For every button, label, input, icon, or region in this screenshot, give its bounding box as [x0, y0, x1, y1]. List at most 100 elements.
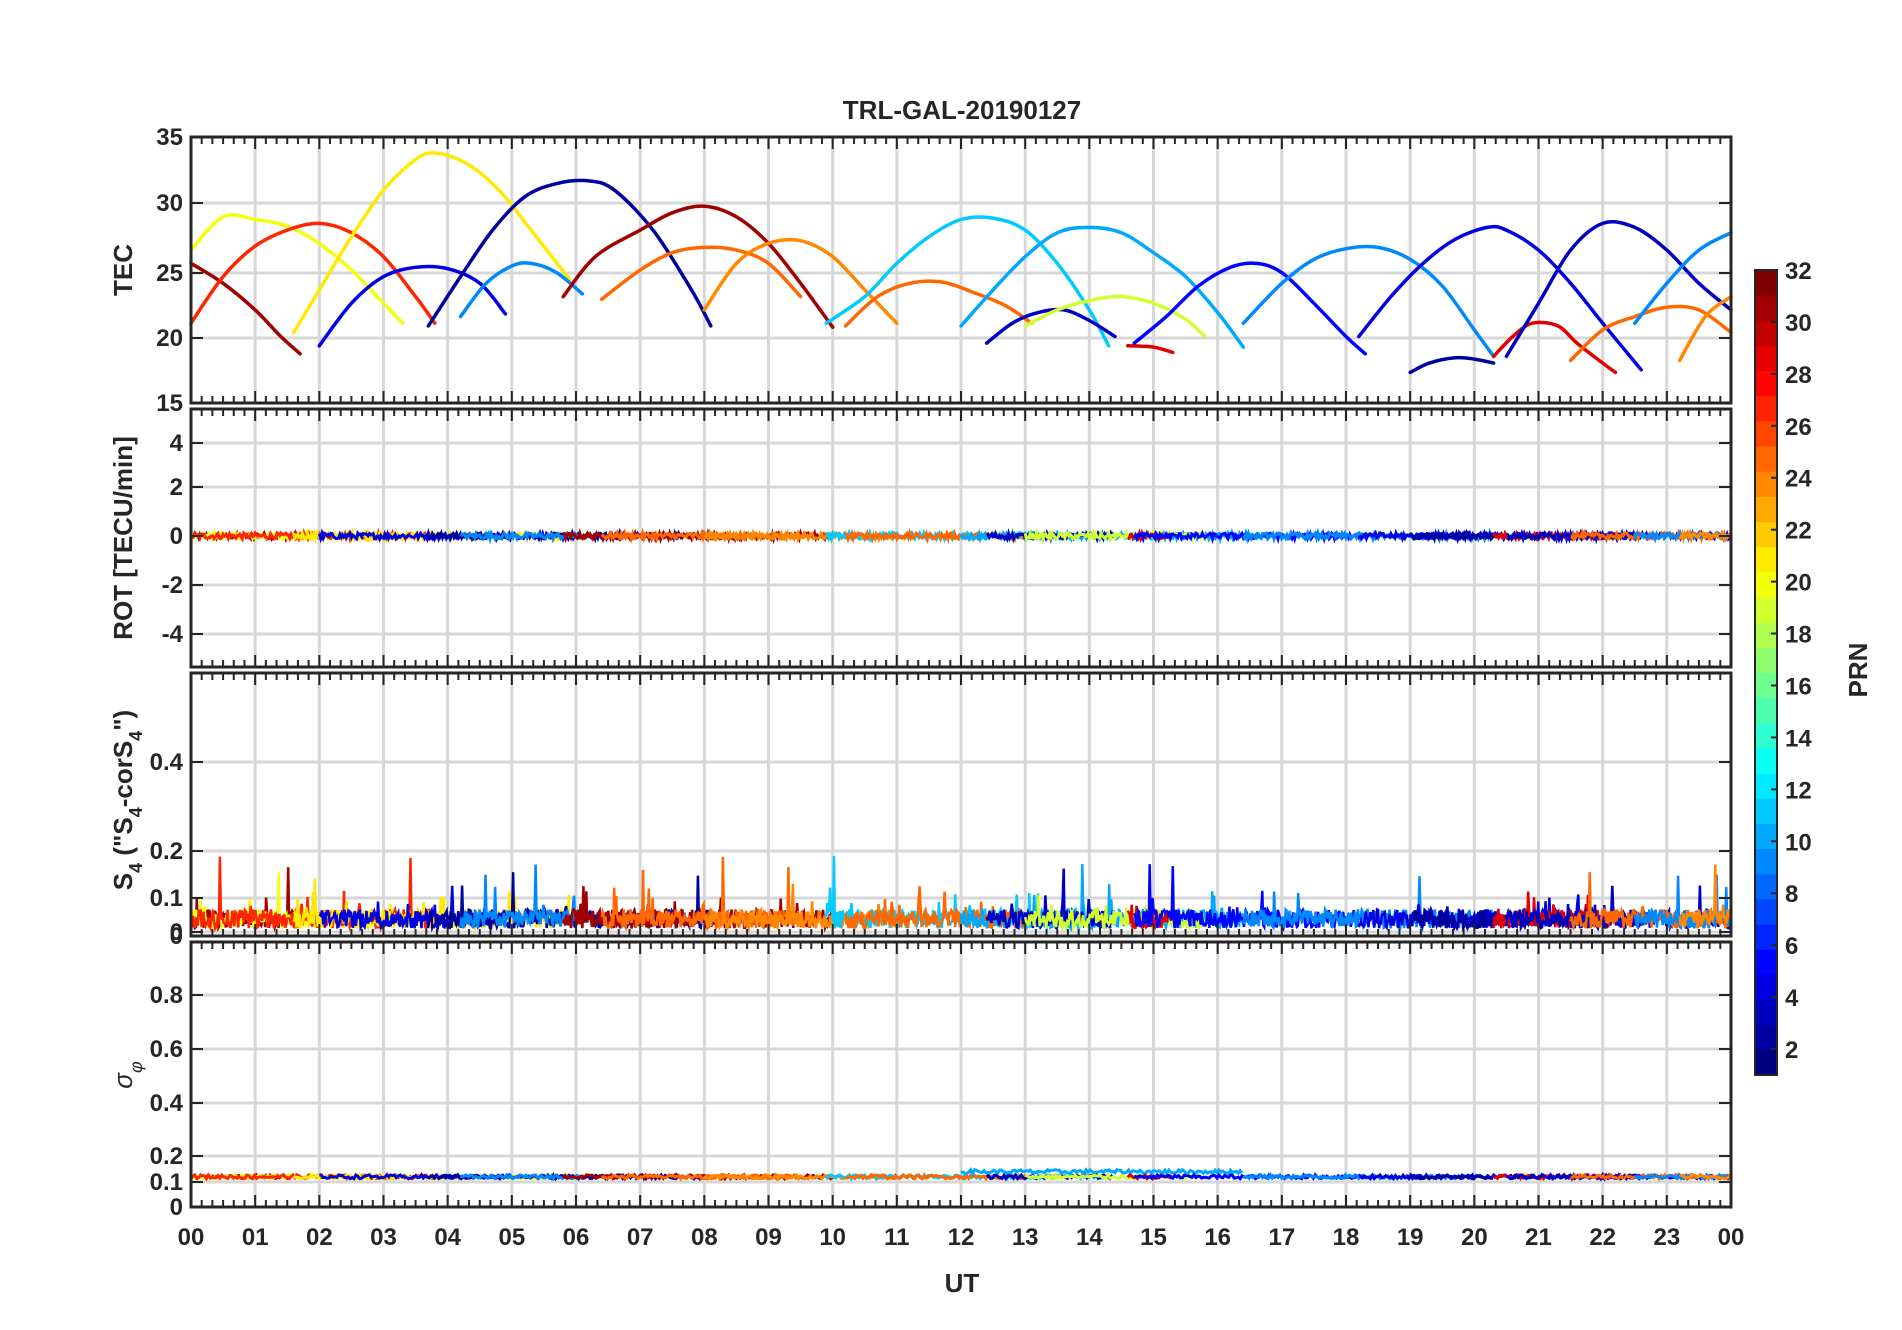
colorbar-band — [1755, 873, 1777, 900]
y-tick-label: -4 — [162, 621, 184, 648]
tec-series-prn-2-5 — [426, 178, 713, 328]
y-tick-label: 0.2 — [150, 838, 183, 865]
x-tick-label: 20 — [1461, 1224, 1488, 1251]
s4-series-prn-24-9 — [703, 883, 898, 933]
colorbar-band — [1755, 647, 1777, 673]
colorbar-band — [1755, 823, 1777, 850]
x-tick-label: 00 — [1718, 1224, 1745, 1251]
tec-series-prn-25-8 — [599, 245, 803, 302]
colorbar-label: PRN — [1843, 643, 1873, 698]
y-tick-label: 0 — [170, 1194, 183, 1221]
y-tick-label: 4 — [170, 430, 184, 457]
colorbar-tick-label: 14 — [1785, 725, 1812, 752]
colorbar-tick-label: 28 — [1785, 362, 1812, 389]
tec-series-prn-31-0 — [189, 261, 302, 356]
x-tick-label: 19 — [1397, 1224, 1424, 1251]
y-tick-label: 2 — [170, 474, 183, 501]
x-tick-label: 14 — [1076, 1224, 1103, 1251]
y-tick-label: 0.1 — [150, 885, 183, 912]
colorbar-band — [1755, 546, 1777, 573]
x-tick-label: 05 — [498, 1224, 525, 1251]
tec-series-prn-3-21 — [1504, 220, 1733, 359]
tec-series-prn-9-6 — [458, 261, 585, 319]
tec-series-prn-24-24 — [1677, 294, 1733, 363]
tec-series-prn-25-22 — [1568, 304, 1733, 363]
x-tick-label: 04 — [434, 1224, 461, 1251]
y-tick-label: 0 — [170, 523, 183, 550]
y-tick-label: 30 — [156, 190, 183, 217]
data-layer — [189, 151, 1733, 1182]
y-axis-label-sigma: σφ — [108, 1061, 146, 1089]
tec-series-prn-31-7 — [561, 204, 835, 329]
colorbar-band — [1755, 597, 1777, 623]
colorbar-band — [1755, 974, 1777, 1001]
s4-series-prn-2-19 — [1409, 907, 1495, 933]
colorbar-band — [1755, 370, 1777, 397]
s4-series-prn-24-24 — [1678, 864, 1732, 928]
colorbar-band — [1755, 1049, 1777, 1076]
x-tick-label: 10 — [819, 1224, 846, 1251]
colorbar-band — [1755, 773, 1777, 799]
y-tick-label: 0.8 — [150, 982, 183, 1009]
colorbar-tick-label: 12 — [1785, 777, 1812, 804]
x-tick-label: 08 — [691, 1224, 718, 1251]
tec-series-prn-9-23 — [1633, 231, 1733, 325]
y-tick-label: 0.4 — [150, 1090, 184, 1117]
rot-series-prn-24-24 — [1678, 528, 1732, 544]
colorbar-tick-label: 24 — [1785, 466, 1812, 493]
sigma-series-prn-10-12 — [960, 1167, 1244, 1177]
y-tick-label: 0.6 — [150, 1036, 183, 1063]
y-tick-label: -2 — [162, 572, 183, 599]
tec-series-prn-4-18 — [1357, 224, 1643, 372]
x-tick-label: 09 — [755, 1224, 782, 1251]
tec-series-prn-21-3 — [291, 151, 572, 335]
y-tick-label: 15 — [156, 390, 183, 417]
x-tick-label: 01 — [242, 1224, 269, 1251]
x-tick-label: 15 — [1140, 1224, 1167, 1251]
y-axis-label-s4: S4 ("S4-corS4") — [108, 710, 146, 890]
x-tick-label: 21 — [1525, 1224, 1552, 1251]
colorbar-band — [1755, 446, 1777, 472]
colorbar-band — [1755, 345, 1777, 372]
colorbar-band — [1755, 949, 1777, 975]
y-tick-label: 25 — [156, 260, 183, 287]
tec-series-prn-19-14 — [1023, 294, 1207, 339]
colorbar-band — [1755, 747, 1777, 774]
sigma-series-prn-2-19 — [1408, 1173, 1493, 1181]
tec-series-prn-4-4 — [317, 264, 508, 348]
y-tick-label: 35 — [156, 124, 183, 151]
colorbar-tick-label: 8 — [1785, 881, 1798, 908]
rot-series-prn-2-19 — [1409, 528, 1495, 544]
tec-series-prn-3-13 — [984, 307, 1117, 345]
x-tick-label: 17 — [1268, 1224, 1295, 1251]
sigma-series-prn-24-24 — [1679, 1173, 1731, 1181]
colorbar-frame — [1754, 269, 1778, 1076]
tec-series-prn-29-15 — [1126, 344, 1175, 355]
colorbar-band — [1755, 999, 1777, 1026]
colorbar-band — [1755, 848, 1777, 875]
colorbar-band — [1755, 1024, 1777, 1051]
x-tick-label: 13 — [1012, 1224, 1039, 1251]
x-tick-label: 11 — [884, 1224, 909, 1251]
x-tick-label: 03 — [370, 1224, 397, 1251]
y-tick-label: 0.4 — [150, 749, 184, 776]
colorbar-band — [1755, 496, 1777, 523]
colorbar-tick-label: 6 — [1785, 933, 1798, 960]
x-tick-label: 23 — [1653, 1224, 1680, 1251]
tec-series-prn-24-9 — [702, 237, 899, 325]
y-axis-label-tec: TEC — [108, 244, 138, 296]
s4-series-prn-25-8 — [600, 856, 801, 932]
colorbar-tick-label: 18 — [1785, 622, 1812, 649]
colorbar-tick-label: 32 — [1785, 258, 1812, 285]
s4-series-prn-9-6 — [459, 864, 584, 929]
colorbar-tick-label: 2 — [1785, 1037, 1798, 1064]
colorbar-band — [1755, 798, 1777, 824]
colorbar-band — [1755, 622, 1777, 648]
x-tick-label: 00 — [178, 1224, 205, 1251]
colorbar-band — [1755, 395, 1777, 422]
y-tick-label: 0 — [170, 923, 183, 950]
tec-series-prn-2-19 — [1408, 355, 1496, 375]
tec-series-prn-9-17 — [1241, 244, 1496, 359]
